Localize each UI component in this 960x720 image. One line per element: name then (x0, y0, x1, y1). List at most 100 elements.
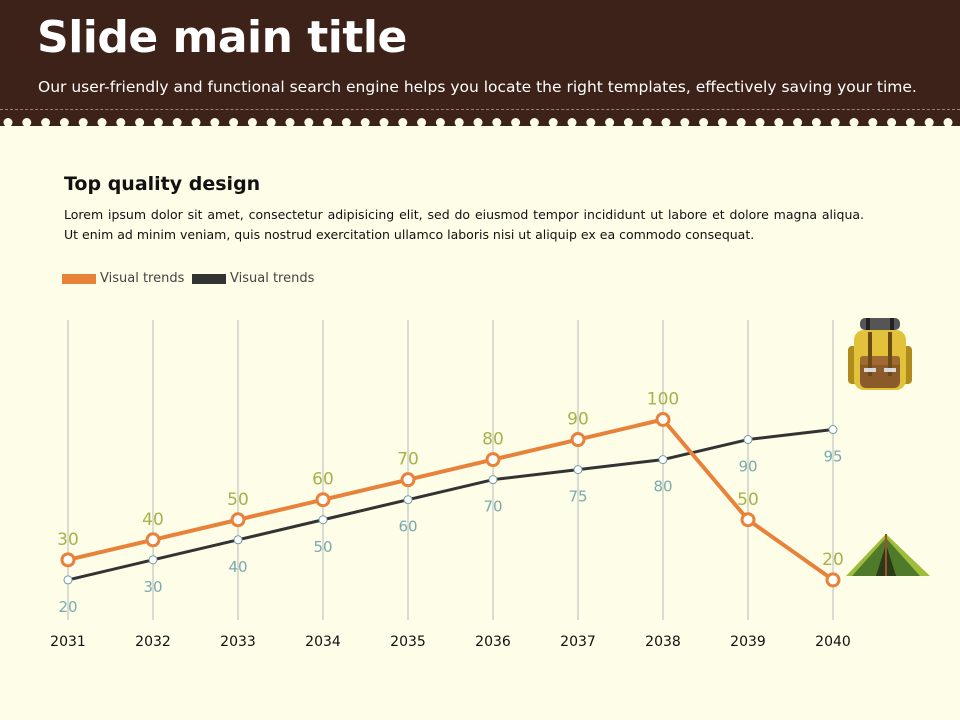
scallop-dot (3, 118, 13, 127)
backpack-icon (848, 318, 912, 390)
x-tick-label: 2035 (390, 634, 426, 650)
scallop-dot (379, 118, 389, 127)
scallop-dot (153, 118, 163, 127)
x-tick-label: 2040 (815, 634, 851, 650)
scallop-dot (905, 118, 915, 127)
scallop-dot (774, 118, 784, 127)
scallop-dot (78, 118, 88, 127)
scallop-dot (135, 118, 145, 127)
scallop-dot (699, 118, 709, 127)
scallop-dot (97, 118, 107, 127)
series-orange-data-label: 50 (227, 490, 249, 510)
series-dark-point (403, 495, 413, 505)
scallop-dot (755, 118, 765, 127)
scalloped-edge (0, 118, 960, 127)
scallop-dot (454, 118, 464, 127)
scallop-dot (417, 118, 427, 127)
series-dark-line (67, 428, 834, 582)
series-dark-data-label: 70 (483, 498, 502, 516)
series-dark-point (63, 575, 73, 585)
series-dark-data-label: 40 (228, 558, 247, 576)
series-dark-data-label: 95 (823, 448, 842, 466)
scallop-dot (793, 118, 803, 127)
scallop-dot (529, 118, 539, 127)
series-orange-data-label: 50 (737, 490, 759, 510)
scallop-dot (304, 118, 314, 127)
scallop-dot (323, 118, 333, 127)
backpack-buckle-strap-left (868, 332, 872, 376)
scallop-dot (191, 118, 201, 127)
series-orange-data-label: 30 (57, 530, 79, 550)
series-dark-data-label: 90 (738, 458, 757, 476)
tent-icon (846, 534, 930, 576)
scallop-dot (623, 118, 633, 127)
x-tick-label: 2033 (220, 634, 256, 650)
backpack-buckle-left (864, 368, 876, 372)
scallop-dot (680, 118, 690, 127)
header-banner: Slide main title Our user-friendly and f… (0, 0, 960, 126)
series-orange-point (655, 412, 671, 427)
scallop-dot (511, 118, 521, 127)
series-dark-point (233, 535, 243, 545)
header-divider (0, 109, 960, 110)
backpack-strap-right (890, 318, 894, 330)
series-orange-line (67, 417, 835, 582)
series-orange-point (740, 512, 756, 528)
series-dark-data-label: 20 (58, 598, 77, 616)
series-orange-point (570, 432, 586, 448)
legend-item-series-1: Visual trends (62, 271, 184, 286)
series-dark-data-label: 75 (568, 488, 587, 506)
scallop-dot (943, 118, 953, 127)
scallop-dot (285, 118, 295, 127)
series-dark-data-label: 60 (398, 518, 417, 536)
series-dark-point (148, 555, 158, 565)
scallop-dot (435, 118, 445, 127)
scallop-dot (247, 118, 257, 127)
scallop-dot (642, 118, 652, 127)
x-tick-label: 2036 (475, 634, 511, 650)
scallop-dot (586, 118, 596, 127)
scallop-dot (473, 118, 483, 127)
scallop-dot (924, 118, 934, 127)
series-dark-data-label: 30 (143, 578, 162, 596)
scallop-dot (341, 118, 351, 127)
series-orange-data-label: 40 (142, 510, 164, 530)
scallop-dot (661, 118, 671, 127)
series-orange-point (60, 552, 76, 568)
series-orange-point (315, 492, 331, 508)
series-dark-point (488, 475, 498, 485)
legend-swatch-orange (62, 273, 96, 284)
scallop-dot (172, 118, 182, 127)
series-orange-point (230, 512, 246, 528)
scallop-dot (717, 118, 727, 127)
x-tick-label: 2034 (305, 634, 341, 650)
x-tick-label: 2031 (50, 634, 86, 650)
scallop-dot (811, 118, 821, 127)
x-tick-label: 2037 (560, 634, 596, 650)
series-dark-data-label: 80 (653, 478, 672, 496)
backpack-strap-left (866, 318, 870, 330)
scallop-dot (492, 118, 502, 127)
scallop-dot (229, 118, 239, 127)
scallop-dot (887, 118, 897, 127)
scallop-dot (605, 118, 615, 127)
legend-label-series-2: Visual trends (230, 271, 315, 286)
series-orange-point (485, 452, 501, 468)
series-orange-point (145, 532, 161, 548)
series-orange-data-label: 80 (482, 430, 504, 450)
slide-title: Slide main title (37, 12, 407, 63)
scallop-dot (22, 118, 32, 127)
scallop-dot (360, 118, 370, 127)
scallop-dot (868, 118, 878, 127)
section-heading: Top quality design (64, 173, 261, 195)
scallop-dot (116, 118, 126, 127)
series-dark-point (658, 455, 668, 465)
series-orange-data-label: 20 (822, 550, 844, 570)
series-dark-point (318, 515, 328, 525)
series-orange-data-label: 70 (397, 450, 419, 470)
series-dark-point (573, 465, 583, 475)
scallop-dot (266, 118, 276, 127)
backpack-buckle-strap-right (888, 332, 892, 376)
backpack-buckle-right (884, 368, 896, 372)
